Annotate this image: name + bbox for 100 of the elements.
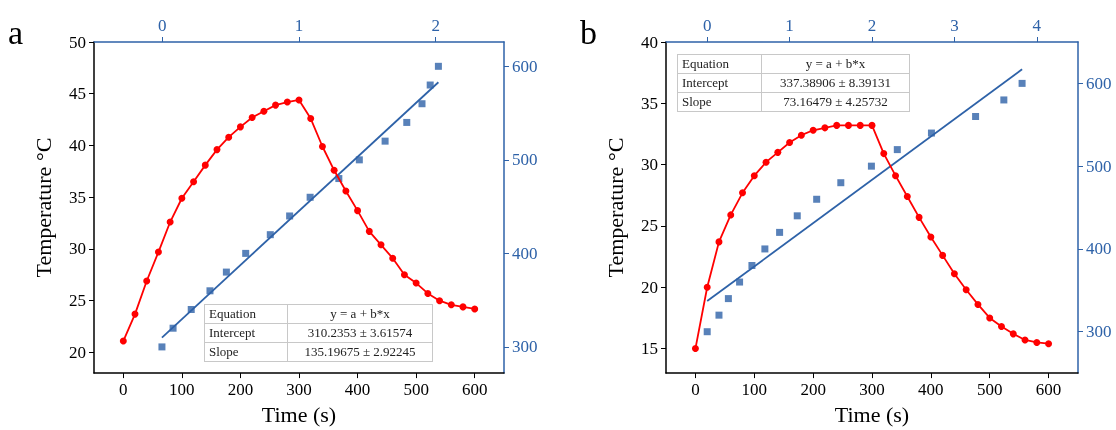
- x-tick-label: 500: [403, 380, 429, 400]
- point: [813, 195, 821, 203]
- point: [892, 172, 900, 180]
- x-tick-label: 200: [227, 380, 254, 400]
- point: [403, 118, 411, 126]
- annotation: Equation: [204, 304, 288, 324]
- point: [727, 211, 735, 219]
- point: [389, 254, 397, 262]
- point: [833, 121, 841, 129]
- y2-tick-label: 500: [1086, 156, 1112, 176]
- point: [691, 345, 699, 353]
- y-tick-label: 20: [641, 277, 658, 297]
- point: [809, 126, 817, 134]
- point: [724, 295, 732, 303]
- point: [1045, 340, 1053, 348]
- point: [201, 161, 209, 169]
- point: [797, 131, 805, 139]
- x2-tick-label: 2: [867, 16, 877, 35]
- x-tick-label: 500: [976, 380, 1003, 400]
- point: [119, 337, 127, 345]
- point: [354, 207, 362, 215]
- point: [236, 123, 244, 131]
- annotation: Intercept: [204, 323, 288, 343]
- point: [272, 101, 280, 109]
- y2-tick-label: 300: [1086, 322, 1112, 342]
- x-tick-label: 400: [344, 380, 371, 400]
- annotation: Slope: [204, 342, 288, 362]
- point: [318, 143, 326, 150]
- x2-tick-label: 3: [950, 16, 959, 35]
- point: [972, 113, 980, 120]
- point: [266, 231, 274, 239]
- x-tick-label: 100: [169, 380, 195, 400]
- point: [248, 114, 256, 122]
- x-tick-label: 400: [918, 380, 944, 400]
- point: [169, 324, 177, 332]
- point: [867, 162, 875, 170]
- point: [154, 248, 162, 256]
- y-tick-label: 15: [641, 339, 658, 359]
- point: [242, 249, 250, 257]
- point: [283, 98, 291, 106]
- point: [997, 323, 1005, 330]
- y-tick-label: 35: [641, 93, 658, 113]
- point: [434, 62, 442, 70]
- point: [986, 314, 994, 322]
- point: [178, 194, 186, 202]
- y-tick-label: 40: [641, 32, 658, 52]
- x2-tick-label: 0: [158, 16, 167, 35]
- y-tick-label: 45: [69, 84, 86, 104]
- x2-tick-label: 2: [431, 16, 440, 35]
- point: [355, 156, 363, 164]
- y2-tick-label: 400: [512, 243, 538, 263]
- point: [424, 289, 432, 297]
- point: [222, 268, 230, 276]
- annotation: Intercept: [677, 73, 762, 93]
- y-tick-label: 50: [69, 32, 86, 52]
- point: [381, 137, 389, 145]
- y-axis-title: Temperature °C: [30, 137, 56, 278]
- chart-title: a: [8, 14, 24, 52]
- point: [286, 212, 294, 220]
- point: [903, 193, 911, 201]
- y-tick-label: 40: [69, 135, 86, 155]
- x-tick-label: 200: [800, 380, 826, 400]
- point: [868, 121, 876, 129]
- point: [739, 189, 747, 197]
- point: [206, 287, 214, 295]
- annotation: Slope: [677, 92, 762, 112]
- x-tick-label: 600: [1035, 380, 1062, 400]
- point: [703, 328, 711, 336]
- point: [761, 245, 769, 253]
- y2-tick-label: 500: [512, 150, 538, 170]
- point: [158, 343, 166, 351]
- point: [447, 301, 455, 309]
- x-axis-title: Time (s): [834, 401, 910, 427]
- point: [821, 124, 829, 132]
- point: [837, 179, 845, 187]
- x2-tick-label: 0: [702, 16, 712, 35]
- point: [856, 121, 864, 129]
- point: [213, 146, 221, 154]
- x-tick-label: 600: [461, 380, 488, 400]
- point: [306, 193, 314, 201]
- x-tick-label: 0: [119, 380, 128, 400]
- point: [915, 213, 923, 221]
- point: [225, 133, 233, 141]
- point: [1033, 338, 1041, 346]
- point: [774, 148, 782, 156]
- point: [143, 277, 151, 285]
- point: [187, 306, 195, 313]
- point: [190, 178, 198, 186]
- point: [703, 283, 711, 291]
- chart-title: b: [580, 14, 597, 52]
- y-tick-label: 20: [69, 342, 86, 362]
- point: [736, 278, 744, 286]
- x-tick-label: 300: [859, 380, 885, 400]
- annotation: 310.2353 ± 3.61574: [287, 323, 433, 343]
- point: [1009, 330, 1017, 338]
- x2-tick-label: 1: [785, 16, 794, 35]
- x-tick-label: 0: [691, 380, 700, 400]
- annotation: 73.16479 ± 4.25732: [761, 92, 910, 112]
- point: [307, 115, 315, 123]
- y2-tick-label: 600: [512, 56, 538, 76]
